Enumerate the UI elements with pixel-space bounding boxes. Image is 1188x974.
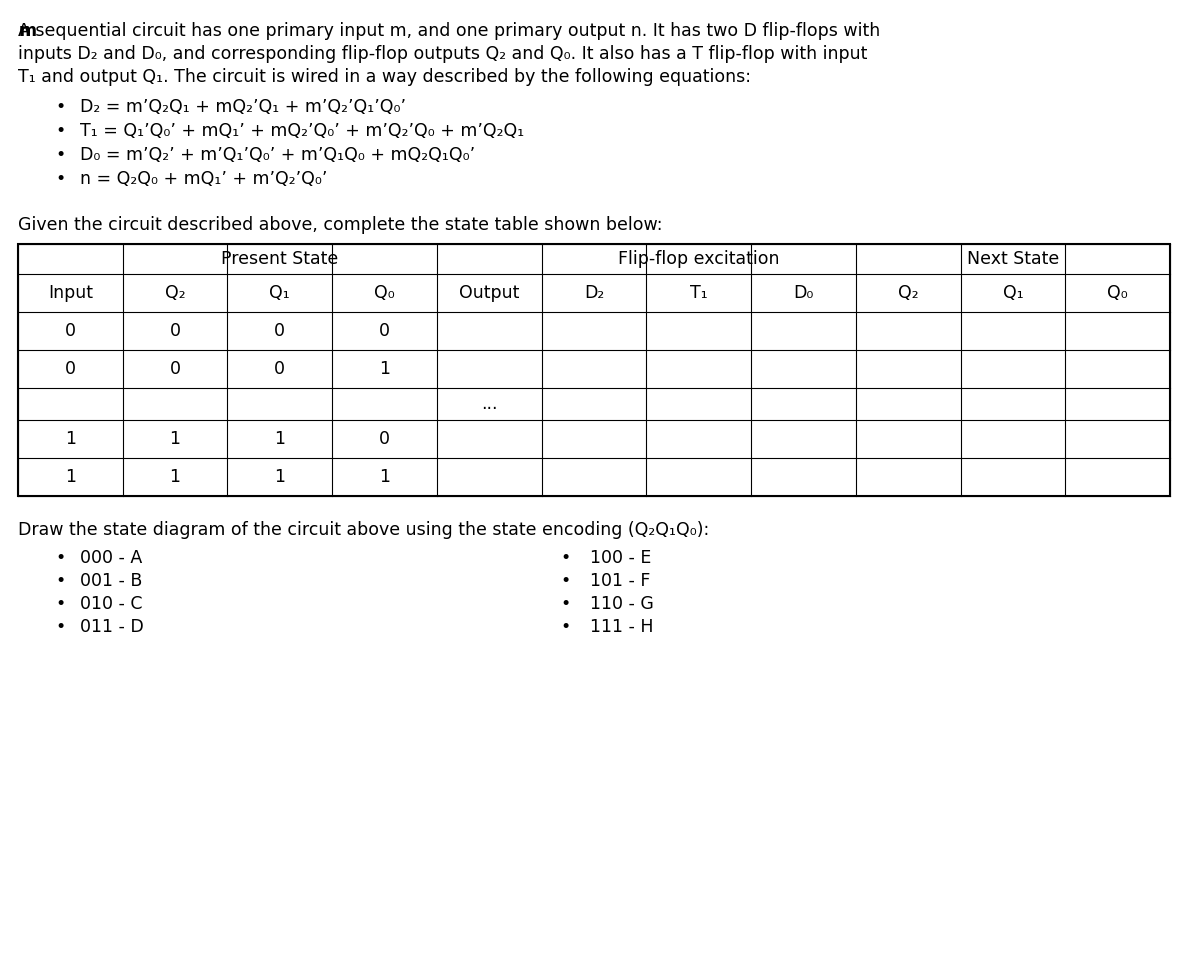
Text: Q₀: Q₀ — [374, 284, 394, 302]
Text: Q₂: Q₂ — [898, 284, 918, 302]
Bar — [18, 244, 1170, 496]
Text: inputs D₂ and D₀, and corresponding flip-flop outputs Q₂ and Q₀. It also has a T: inputs D₂ and D₀, and corresponding flip… — [18, 45, 867, 63]
Text: Q₁: Q₁ — [1003, 284, 1023, 302]
Text: •: • — [55, 618, 65, 636]
Text: •: • — [560, 572, 570, 590]
Text: •: • — [55, 170, 65, 188]
Text: D₂: D₂ — [583, 284, 605, 302]
Text: T₁: T₁ — [690, 284, 708, 302]
Text: 1: 1 — [274, 468, 285, 486]
Text: Given the circuit described above, complete the state table shown below:: Given the circuit described above, compl… — [18, 216, 663, 234]
Text: 000 - A: 000 - A — [80, 549, 143, 567]
Text: 0: 0 — [379, 322, 390, 340]
Text: •: • — [560, 549, 570, 567]
Text: 100 - E: 100 - E — [590, 549, 651, 567]
Text: 0: 0 — [274, 360, 285, 378]
Text: D₀: D₀ — [794, 284, 814, 302]
Text: 1: 1 — [379, 468, 390, 486]
Text: Q₂: Q₂ — [165, 284, 185, 302]
Text: 010 - C: 010 - C — [80, 595, 143, 613]
Text: Next State: Next State — [967, 250, 1059, 268]
Text: 110 - G: 110 - G — [590, 595, 653, 613]
Text: •: • — [55, 146, 65, 164]
Text: 1: 1 — [65, 468, 76, 486]
Text: n: n — [19, 22, 31, 40]
Text: 0: 0 — [65, 360, 76, 378]
Text: 0: 0 — [65, 322, 76, 340]
Text: Flip-flop excitation: Flip-flop excitation — [618, 250, 779, 268]
Text: •: • — [55, 595, 65, 613]
Text: Draw the state diagram of the circuit above using the state encoding (Q₂Q₁Q₀):: Draw the state diagram of the circuit ab… — [18, 521, 709, 539]
Text: 001 - B: 001 - B — [80, 572, 143, 590]
Text: •: • — [55, 572, 65, 590]
Text: Output: Output — [459, 284, 519, 302]
Text: 111 - H: 111 - H — [590, 618, 653, 636]
Text: 1: 1 — [379, 360, 390, 378]
Text: Q₁: Q₁ — [270, 284, 290, 302]
Text: Q₀: Q₀ — [1107, 284, 1129, 302]
Text: Input: Input — [48, 284, 93, 302]
Text: D₀ = m’Q₂’ + m’Q₁’Q₀’ + m’Q₁Q₀ + mQ₂Q₁Q₀’: D₀ = m’Q₂’ + m’Q₁’Q₀’ + m’Q₁Q₀ + mQ₂Q₁Q₀… — [80, 146, 475, 164]
Text: n = Q₂Q₀ + mQ₁’ + m’Q₂’Q₀’: n = Q₂Q₀ + mQ₁’ + m’Q₂’Q₀’ — [80, 170, 328, 188]
Text: 0: 0 — [379, 430, 390, 448]
Text: •: • — [55, 98, 65, 116]
Text: D₂ = m’Q₂Q₁ + mQ₂’Q₁ + m’Q₂’Q₁’Q₀’: D₂ = m’Q₂Q₁ + mQ₂’Q₁ + m’Q₂’Q₁’Q₀’ — [80, 98, 406, 116]
Text: Present State: Present State — [221, 250, 339, 268]
Text: T₁ and output Q₁. The circuit is wired in a way described by the following equat: T₁ and output Q₁. The circuit is wired i… — [18, 68, 751, 86]
Text: A sequential circuit has one primary input m, and one primary output n. It has t: A sequential circuit has one primary inp… — [18, 22, 880, 40]
Text: T₁ = Q₁’Q₀’ + mQ₁’ + mQ₂’Q₀’ + m’Q₂’Q₀ + m’Q₂Q₁: T₁ = Q₁’Q₀’ + mQ₁’ + mQ₂’Q₀’ + m’Q₂’Q₀ +… — [80, 122, 524, 140]
Text: ...: ... — [481, 395, 498, 413]
Text: 101 - F: 101 - F — [590, 572, 650, 590]
Text: 0: 0 — [274, 322, 285, 340]
Text: 011 - D: 011 - D — [80, 618, 144, 636]
Text: •: • — [55, 122, 65, 140]
Text: 1: 1 — [274, 430, 285, 448]
Text: 1: 1 — [170, 430, 181, 448]
Text: 0: 0 — [170, 360, 181, 378]
Text: •: • — [55, 549, 65, 567]
Text: •: • — [560, 595, 570, 613]
Text: 1: 1 — [65, 430, 76, 448]
Text: •: • — [560, 618, 570, 636]
Text: m: m — [19, 22, 37, 40]
Text: 1: 1 — [170, 468, 181, 486]
Text: 0: 0 — [170, 322, 181, 340]
